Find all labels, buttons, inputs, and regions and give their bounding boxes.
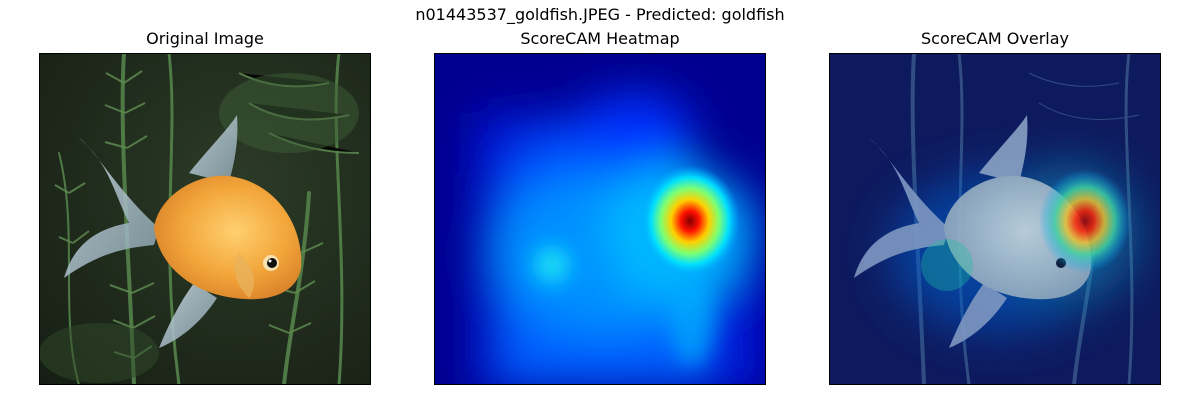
tail-fin bbox=[64, 138, 159, 278]
heatmap-secondary-spot bbox=[522, 235, 582, 295]
heatmap-title: ScoreCAM Heatmap bbox=[520, 29, 680, 48]
figure-title: n01443537_goldfish.JPEG - Predicted: gol… bbox=[415, 5, 785, 24]
fish-eye bbox=[267, 258, 277, 268]
heatmap-peak bbox=[640, 165, 740, 277]
fish-body bbox=[154, 175, 302, 300]
goldfish bbox=[64, 115, 302, 348]
jet-heatmap bbox=[434, 53, 766, 385]
overlay-peak bbox=[1039, 169, 1131, 273]
dorsal-fin bbox=[189, 115, 238, 183]
original-image-title: Original Image bbox=[146, 29, 264, 48]
goldfish-photo bbox=[39, 53, 371, 385]
original-image-panel bbox=[39, 53, 371, 385]
overlay-panel bbox=[829, 53, 1161, 385]
heatmap-overlay bbox=[829, 53, 1161, 385]
pelvic-fin bbox=[159, 283, 217, 348]
overlay-title: ScoreCAM Overlay bbox=[920, 29, 1070, 48]
heatmap-panel bbox=[434, 53, 766, 385]
